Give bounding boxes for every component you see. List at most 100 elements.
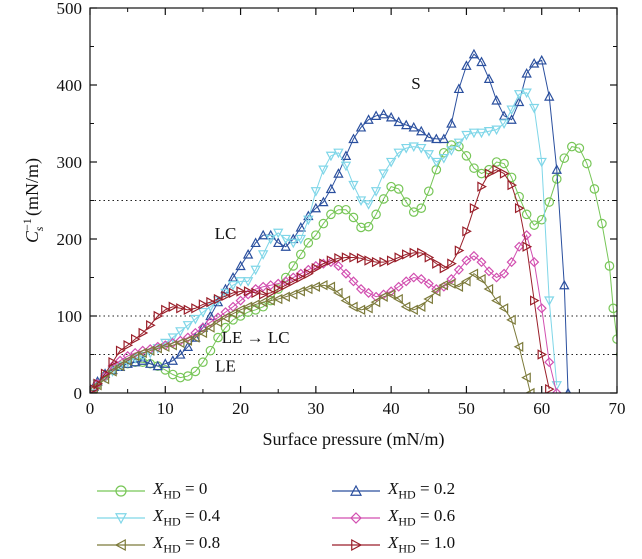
data-point — [476, 128, 487, 139]
data-point — [506, 114, 517, 124]
legend-swatch — [97, 513, 145, 525]
data-point — [183, 371, 193, 381]
data-point — [340, 150, 352, 161]
data-point — [319, 258, 329, 269]
data-point — [348, 301, 358, 312]
data-point — [438, 133, 450, 144]
series-line — [93, 144, 617, 390]
legend-label: XHD = 0.8 — [153, 533, 221, 556]
data-point — [393, 293, 403, 305]
legend-item: XHD = 0.8 — [95, 532, 220, 558]
data-point — [514, 202, 525, 214]
data-point — [589, 184, 600, 194]
data-point — [144, 345, 155, 356]
data-point — [476, 56, 487, 67]
data-point — [370, 296, 381, 308]
data-point — [295, 221, 307, 232]
data-point — [544, 197, 555, 207]
data-point — [333, 204, 344, 215]
legend-label: XHD = 0.6 — [388, 506, 456, 529]
data-point — [483, 127, 495, 137]
data-point — [182, 332, 193, 343]
data-point — [402, 249, 412, 260]
data-point — [257, 229, 269, 240]
data-point — [197, 307, 209, 318]
data-point — [114, 360, 125, 372]
data-point — [325, 151, 337, 162]
data-point — [528, 57, 540, 68]
data-point — [129, 356, 141, 367]
y-tick-label: 500 — [57, 0, 83, 18]
data-point — [348, 133, 359, 144]
data-point — [393, 116, 404, 127]
data-point — [513, 90, 525, 100]
data-point — [153, 310, 164, 322]
data-point — [432, 258, 442, 269]
data-point — [220, 312, 230, 323]
data-point — [250, 299, 260, 310]
data-point — [378, 108, 389, 119]
data-point — [257, 296, 268, 308]
data-point — [462, 226, 472, 237]
data-point — [175, 372, 186, 383]
data-point — [491, 157, 502, 167]
data-point — [273, 278, 284, 289]
data-point — [274, 283, 284, 295]
data-point — [159, 341, 170, 353]
data-point — [280, 291, 290, 302]
x-tick-label: 40 — [383, 399, 400, 418]
data-point — [258, 289, 269, 300]
data-point — [288, 238, 299, 249]
data-point — [341, 204, 351, 215]
x-tick-label: 60 — [533, 399, 550, 418]
data-point — [632, 385, 640, 393]
data-point — [340, 268, 352, 279]
data-point — [356, 253, 367, 264]
data-point — [311, 230, 321, 240]
data-point — [559, 153, 570, 163]
data-point — [513, 341, 524, 353]
data-point — [311, 263, 322, 274]
data-point — [318, 165, 329, 176]
data-point — [183, 304, 194, 316]
data-point — [191, 303, 201, 314]
series-group — [90, 48, 572, 393]
data-point — [439, 147, 449, 158]
x-tick-label: 10 — [157, 399, 174, 418]
data-point — [401, 276, 412, 287]
legend-item: XHD = 0.4 — [95, 505, 220, 531]
legend-label: XHD = 0 — [153, 479, 208, 502]
data-point — [205, 310, 216, 321]
data-point — [190, 366, 201, 377]
data-point — [251, 287, 262, 299]
data-point — [544, 357, 555, 368]
data-point — [167, 355, 179, 365]
data-point — [213, 293, 224, 305]
data-point — [355, 284, 367, 295]
data-point — [204, 322, 215, 333]
data-point — [348, 212, 359, 223]
data-point — [498, 119, 510, 129]
data-point — [205, 317, 216, 328]
data-point — [341, 252, 352, 263]
data-point — [206, 296, 216, 308]
data-point — [205, 302, 216, 313]
data-point — [348, 276, 359, 287]
data-point — [431, 133, 442, 144]
data-point — [235, 304, 245, 316]
data-point — [333, 168, 344, 178]
data-point — [461, 255, 472, 266]
y-axis-label: C−1s (mN/m) — [20, 158, 46, 243]
data-point — [438, 279, 449, 291]
data-point — [272, 293, 283, 305]
data-point — [332, 287, 343, 299]
data-point — [424, 252, 435, 263]
data-point — [409, 247, 420, 259]
series-group — [90, 88, 562, 393]
data-point — [302, 283, 313, 295]
data-point — [582, 158, 592, 169]
data-point — [491, 125, 502, 136]
data-point — [522, 241, 533, 252]
data-point — [265, 295, 275, 306]
data-point — [385, 289, 396, 300]
